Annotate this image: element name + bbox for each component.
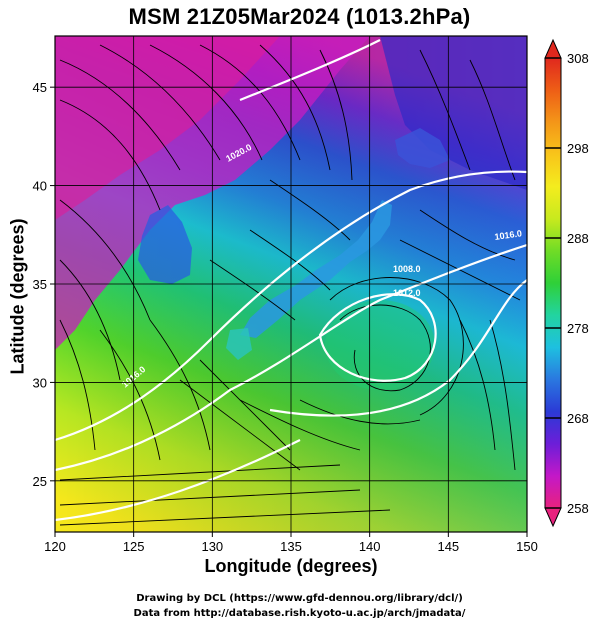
colorbar-tick-label: 268 <box>567 411 589 426</box>
contour-label-2: 1016.0 <box>494 228 523 242</box>
y-axis-label: Latitude (degrees) <box>7 218 28 375</box>
colorbar-bar <box>544 57 562 509</box>
japan-hokkaido <box>395 128 450 168</box>
y-tick-label: 30 <box>33 375 47 390</box>
x-tick-label: 135 <box>280 539 302 554</box>
y-axis-ticks: 25 30 35 40 45 <box>33 80 55 489</box>
colorbar: 308 298 288 278 268 258 <box>544 38 589 528</box>
colorbar-tick-label: 258 <box>567 501 589 516</box>
y-tick-label: 45 <box>33 80 47 95</box>
x-tick-label: 130 <box>201 539 223 554</box>
isobar-contours <box>55 39 527 522</box>
japan-kyushu <box>226 328 252 360</box>
map-title: MSM 21Z05Mar2024 (1013.2hPa) <box>128 4 471 29</box>
contour-label-4: 1012.0 <box>393 288 421 298</box>
colorbar-tick-label: 308 <box>567 51 589 66</box>
x-tick-label: 145 <box>437 539 459 554</box>
wind-streamlines <box>59 44 521 526</box>
y-tick-label: 25 <box>33 474 47 489</box>
x-tick-label: 125 <box>123 539 145 554</box>
colorbar-tick-label: 298 <box>567 141 589 156</box>
colorbar-tick-label: 278 <box>567 321 589 336</box>
colorbar-bottom-arrow <box>544 507 562 528</box>
x-axis-ticks: 120 125 130 135 140 145 150 <box>44 532 538 554</box>
y-tick-label: 35 <box>33 277 47 292</box>
contour-label-3: 1008.0 <box>393 264 421 274</box>
x-tick-label: 150 <box>516 539 538 554</box>
korea-peninsula <box>138 205 192 284</box>
low-pressure-center <box>325 300 435 390</box>
colorbar-tick-label: 288 <box>567 231 589 246</box>
x-axis-label: Longitude (degrees) <box>204 556 378 576</box>
colorbar-ticks: 308 298 288 278 268 258 <box>545 51 589 516</box>
japan-honshu <box>240 200 392 338</box>
y-tick-label: 40 <box>33 179 47 194</box>
x-tick-label: 120 <box>44 539 66 554</box>
northern-sea-region <box>380 36 527 190</box>
lat-lon-grid <box>55 36 527 532</box>
colorbar-top-arrow <box>544 38 562 59</box>
footer-credit-data: Data from http://database.rish.kyoto-u.a… <box>133 608 466 619</box>
footer-credit-drawing: Drawing by DCL (https://www.gfd-dennou.o… <box>136 593 463 604</box>
x-tick-label: 140 <box>359 539 381 554</box>
